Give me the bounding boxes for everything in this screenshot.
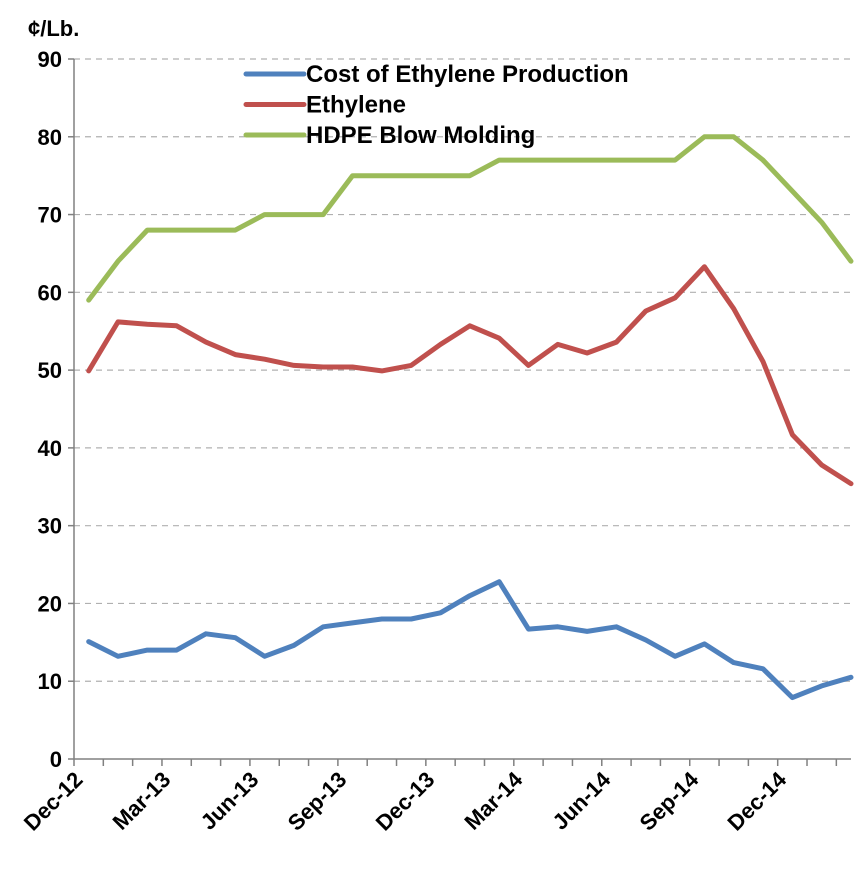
x-tick-label: Dec-14 [723,766,792,835]
x-tick-label: Sep-13 [283,767,352,836]
y-tick-label: 80 [38,125,62,150]
x-tick-label: Jun-14 [547,766,615,834]
y-axis-label: ¢/Lb. [28,16,79,41]
x-tick-label: Jun-13 [196,767,264,835]
x-tick-label: Dec-12 [19,767,88,836]
legend-label: Ethylene [306,92,406,119]
y-tick-label: 90 [38,47,62,72]
y-tick-label: 40 [38,436,62,461]
series-line-1 [86,579,854,701]
y-tick-label: 10 [38,669,62,694]
x-tick-label: Mar-14 [460,766,528,834]
y-tick-label: 0 [50,747,62,772]
y-tick-label: 30 [38,514,62,539]
legend-label: HDPE Blow Molding [306,122,535,149]
x-tick-label: Mar-13 [108,767,176,835]
legend-label: Cost of Ethylene Production [306,61,629,88]
x-tick-label: Sep-14 [635,766,704,835]
y-tick-label: 50 [38,358,62,383]
gridlines [74,58,851,682]
y-tick-labels: 0 10 20 30 40 50 60 70 80 90 [38,47,62,772]
y-tick-label: 20 [38,591,62,616]
x-tick-labels: Dec-12 Mar-13 Jun-13 Sep-13 Dec-13 Mar-14 Jun-… [19,766,792,835]
series-line-2 [86,264,854,487]
x-tick-label: Dec-13 [371,767,440,836]
series-line-3 [86,134,854,303]
legend: Cost of Ethylene Production Ethylene HDPE … [243,61,629,149]
axes [68,58,851,766]
y-tick-label: 60 [38,280,62,305]
y-tick-label: 70 [38,203,62,228]
series-lines [86,134,854,701]
